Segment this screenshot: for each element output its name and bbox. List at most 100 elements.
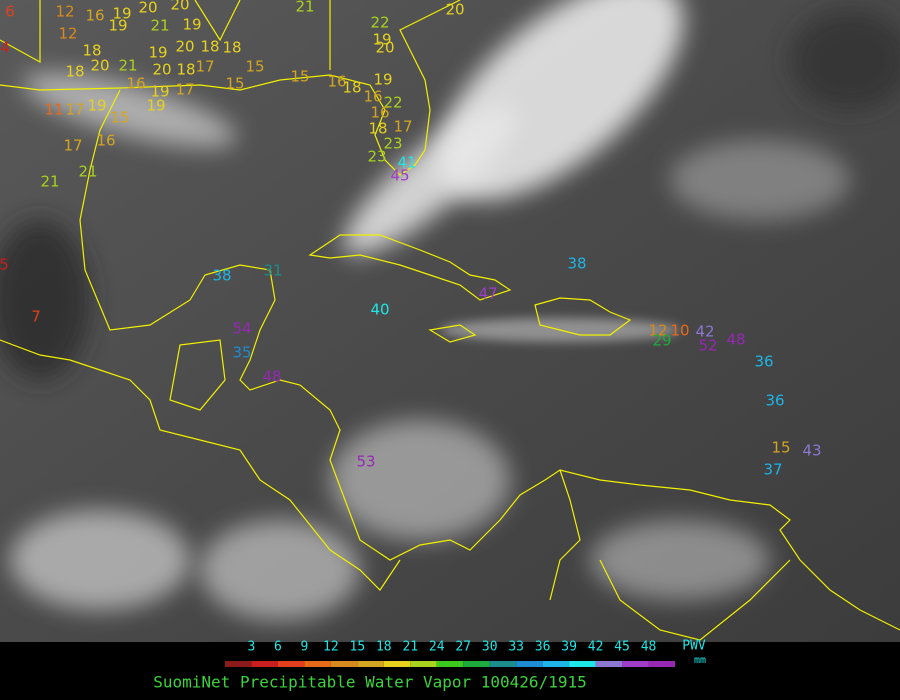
station-value: 18	[65, 63, 84, 81]
color-swatch	[516, 661, 543, 667]
station-value: 6	[5, 3, 15, 21]
color-swatch	[489, 661, 517, 667]
color-swatch	[251, 661, 278, 667]
legend-tick-label: 33	[508, 640, 524, 655]
station-value: 19	[148, 44, 167, 62]
legend-tick-label: 9	[300, 640, 308, 655]
station-value: 19	[150, 83, 169, 101]
station-value: 16	[327, 73, 346, 91]
station-value: 23	[367, 148, 386, 166]
station-value: 29	[652, 332, 671, 350]
station-value: 12	[648, 322, 667, 340]
station-value: 17	[63, 137, 82, 155]
station-value: 22	[383, 94, 402, 112]
station-value: 19	[373, 71, 392, 89]
station-value: 18	[222, 39, 241, 57]
station-value: 36	[754, 353, 773, 371]
station-value: 18	[82, 42, 101, 60]
legend-tick-label: 3	[248, 640, 256, 655]
color-swatch	[357, 661, 384, 667]
station-value: 16	[126, 75, 145, 93]
station-value: 47	[478, 285, 497, 303]
legend-unit: PWV	[682, 639, 706, 654]
color-swatch	[304, 661, 331, 667]
station-value: 15	[225, 75, 244, 93]
color-swatch	[277, 661, 305, 667]
color-swatch	[542, 661, 570, 667]
station-value: 42	[695, 323, 714, 341]
legend-tick-label: 42	[588, 640, 604, 655]
station-value: 5	[0, 256, 9, 274]
station-value: 18	[200, 38, 219, 56]
station-value: 15	[110, 109, 129, 127]
station-value: 15	[245, 58, 264, 76]
station-value: 17	[175, 81, 194, 99]
station-value: 15	[290, 68, 309, 86]
station-value: 43	[802, 442, 821, 460]
station-value: 20	[445, 1, 464, 19]
station-value: 7	[31, 308, 41, 326]
legend-tick-label: 45	[614, 640, 630, 655]
legend-unit: mm	[694, 655, 706, 666]
station-value: 21	[150, 17, 169, 35]
station-value: 48	[726, 331, 745, 349]
station-value: 16	[96, 132, 115, 150]
station-value: 35	[232, 344, 251, 362]
legend-tick-label: 27	[455, 640, 471, 655]
station-value: 36	[765, 392, 784, 410]
color-swatch	[595, 661, 623, 667]
map-title: SuomiNet Precipitable Water Vapor 100426…	[153, 673, 586, 692]
legend-tick-label: 12	[323, 640, 339, 655]
station-value: 17	[65, 101, 84, 119]
station-value: 38	[212, 267, 231, 285]
legend-tick-label: 24	[429, 640, 445, 655]
station-value: 19	[87, 97, 106, 115]
station-value: 19	[182, 16, 201, 34]
station-value: 19	[112, 5, 131, 23]
station-value: 21	[40, 173, 59, 191]
legend-tick-label: 36	[535, 640, 551, 655]
station-value: 10	[670, 322, 689, 340]
station-value: 38	[567, 255, 586, 273]
station-value: 21	[118, 57, 137, 75]
color-swatch	[648, 661, 675, 667]
station-value: 20	[175, 38, 194, 56]
station-value: 11	[44, 101, 63, 119]
color-swatch	[436, 661, 464, 667]
station-value: 17	[393, 118, 412, 136]
station-value: 20	[152, 61, 171, 79]
station-value: 19	[146, 97, 165, 115]
color-swatch	[622, 661, 649, 667]
station-value: 20	[375, 39, 394, 57]
station-value: 16	[85, 7, 104, 25]
legend-tick-label: 39	[561, 640, 577, 655]
legend-tick-label: 30	[482, 640, 498, 655]
station-value: 18	[368, 120, 387, 138]
station-value: 16	[370, 104, 389, 122]
station-value: 4	[0, 39, 10, 57]
station-value: 23	[383, 135, 402, 153]
legend-panel	[0, 642, 900, 700]
clouds	[0, 0, 900, 620]
station-value: 19	[372, 31, 391, 49]
coastlines	[0, 0, 900, 641]
station-value: 18	[176, 61, 195, 79]
station-value: 22	[370, 14, 389, 32]
station-value: 54	[232, 320, 251, 338]
color-swatch	[383, 661, 411, 667]
station-value: 12	[58, 25, 77, 43]
legend-tick-label: 18	[376, 640, 392, 655]
legend-tick-label: 48	[641, 640, 657, 655]
station-value: 20	[170, 0, 189, 14]
station-value: 12	[55, 3, 74, 21]
station-value: 41	[397, 154, 416, 172]
color-swatch	[463, 661, 490, 667]
station-value: 21	[78, 163, 97, 181]
station-value: 37	[763, 461, 782, 479]
color-swatch	[410, 661, 437, 667]
station-value: 20	[90, 57, 109, 75]
station-value: 45	[390, 167, 409, 185]
legend-tick-label: 21	[402, 640, 418, 655]
legend-tick-label: 6	[274, 640, 282, 655]
